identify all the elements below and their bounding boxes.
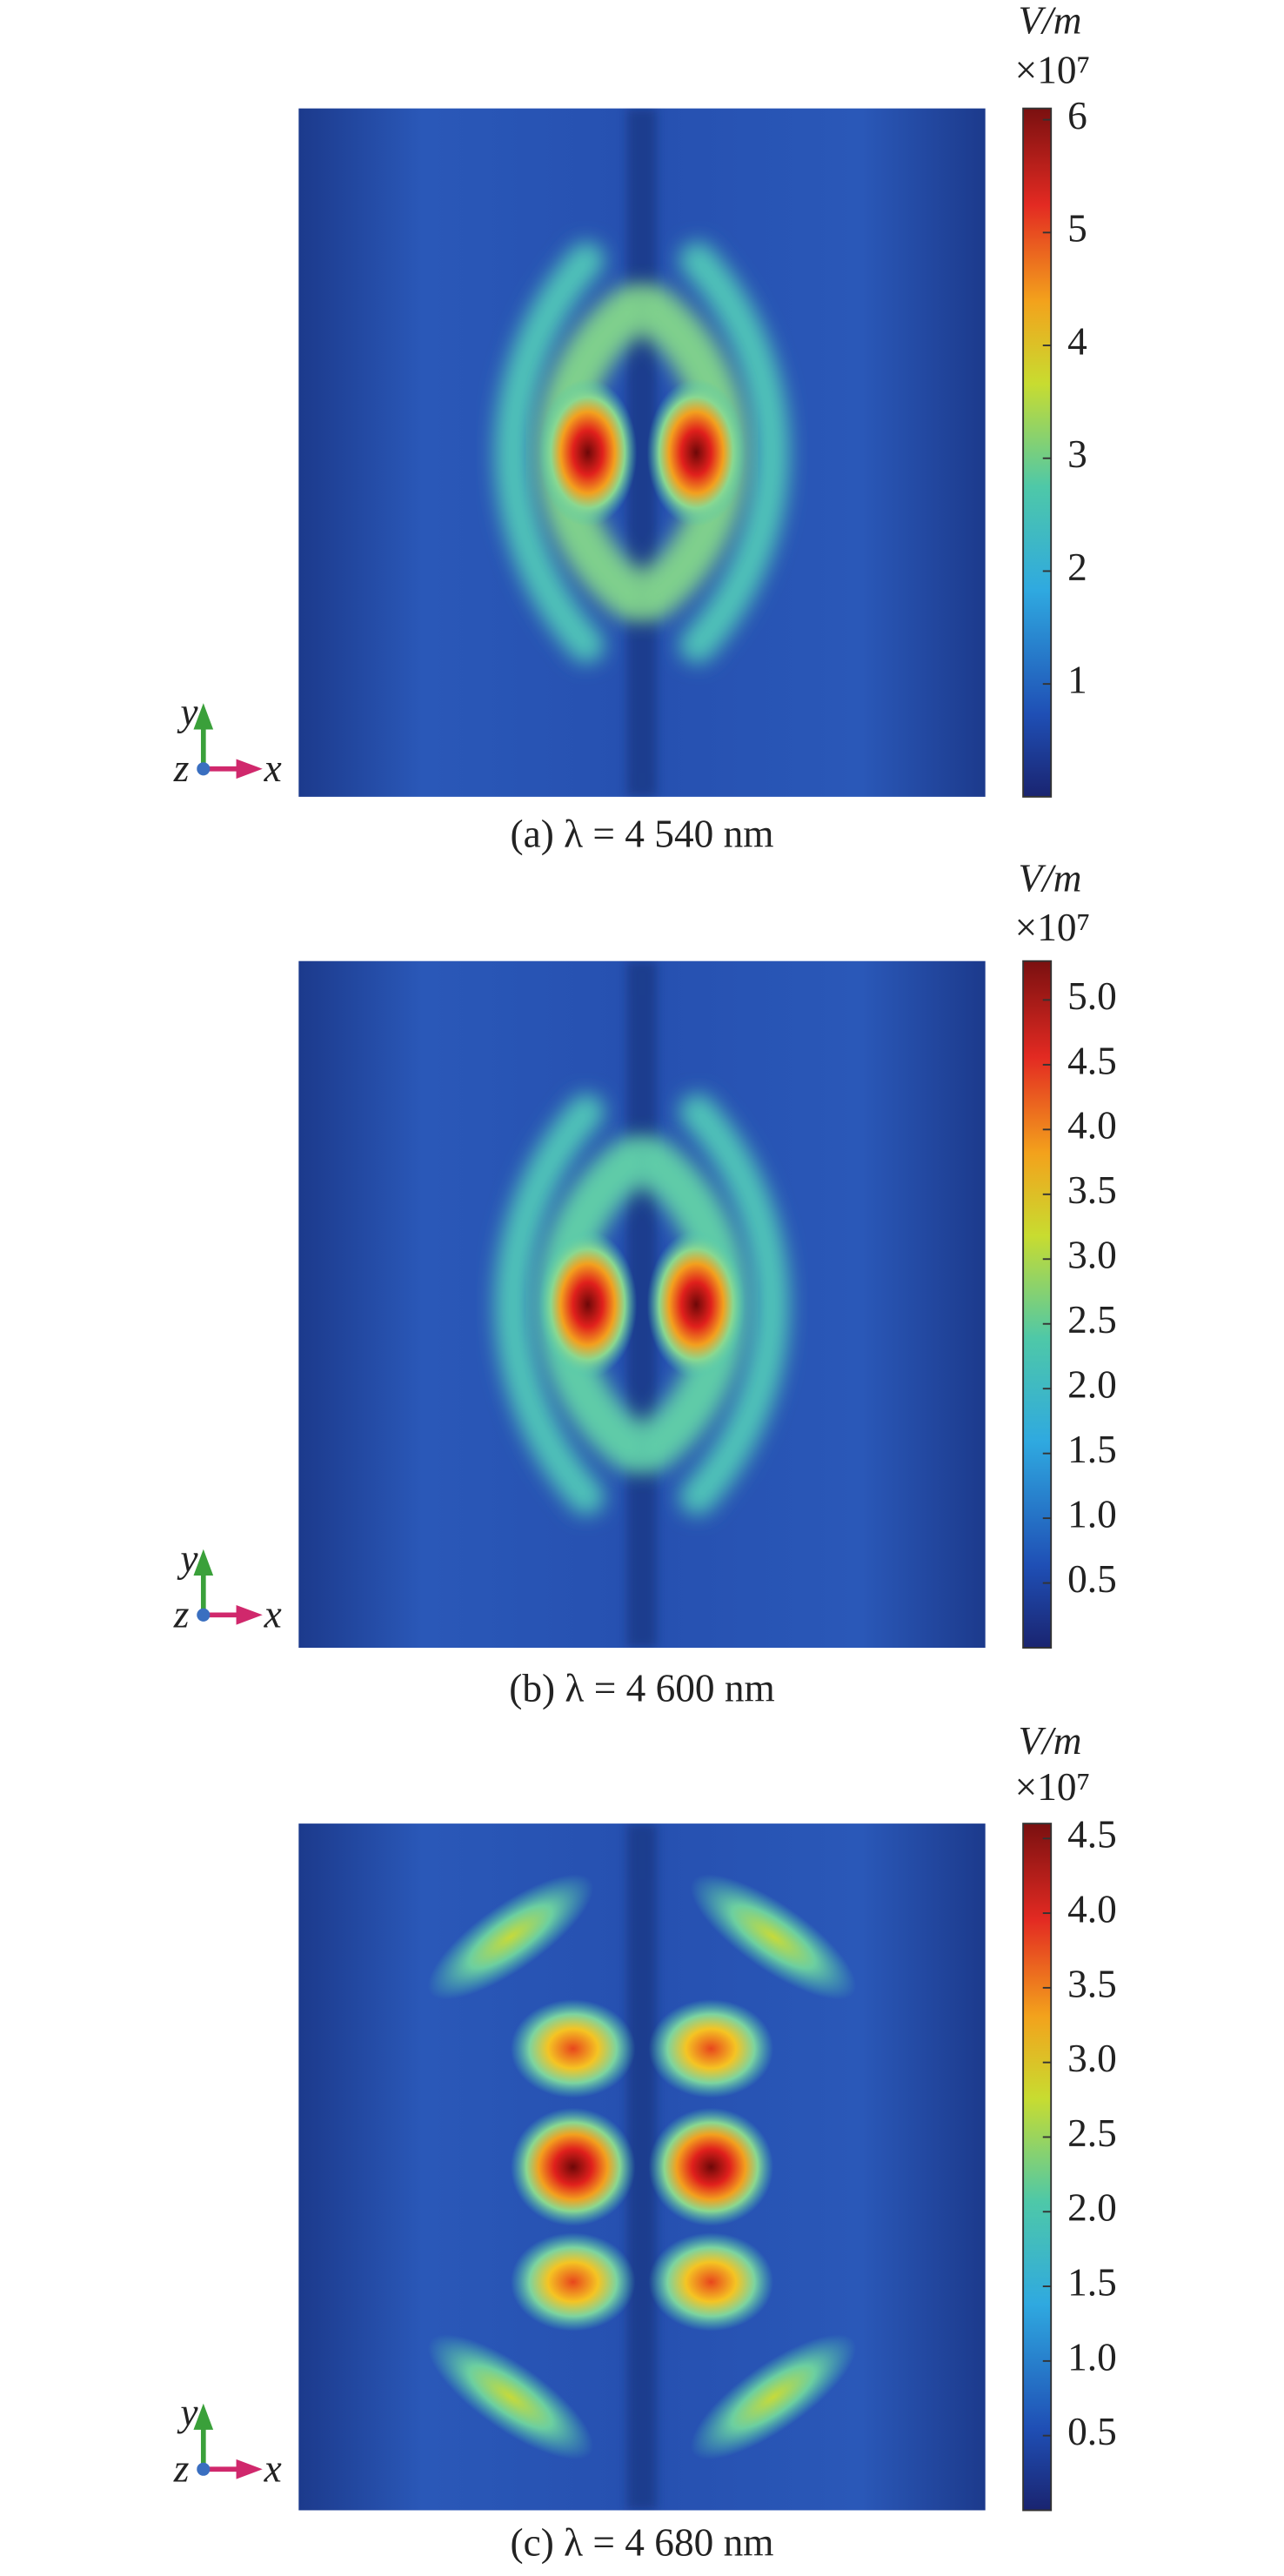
colorbar-tick-label: 2.0: [1067, 2186, 1117, 2230]
field-lobe: [538, 378, 638, 527]
colorbar-scale: ×10⁷: [1015, 906, 1091, 949]
colorbar-tick-label: 2.0: [1067, 1363, 1117, 1407]
colorbar-tick-label: 4.0: [1067, 1104, 1117, 1147]
y-arrow-head: [193, 703, 214, 730]
field-lobe: [538, 1230, 638, 1379]
colorbar-unit: V/m: [1018, 0, 1081, 43]
caption: (b) λ = 4 600 nm: [509, 1666, 775, 1710]
x-arrow-head: [236, 1604, 263, 1625]
colorbar-tick-label: 3.0: [1067, 2037, 1117, 2080]
colorbar-tick-label: 1: [1067, 659, 1087, 702]
field-lobe: [646, 1230, 746, 1379]
z-axis-label: z: [173, 746, 190, 790]
colorbar-tick-label: 4.0: [1067, 1887, 1117, 1930]
field-pattern: [494, 960, 790, 1649]
z-dot: [197, 1608, 211, 1622]
colorbar: [1022, 960, 1053, 1649]
field-map: [298, 960, 986, 1649]
colorbar-tick-label: 1.0: [1067, 1493, 1117, 1536]
x-arrow-head: [236, 2459, 263, 2479]
field-lobe: [648, 2232, 774, 2332]
colorbar-tick-label: 4: [1067, 319, 1087, 363]
colorbar-tick-label: 0.5: [1067, 1557, 1117, 1601]
colorbar-tick-label: 2.5: [1067, 2111, 1117, 2155]
x-arrow-head: [236, 759, 263, 779]
colorbar-tick-label: 3: [1067, 432, 1087, 476]
z-dot: [197, 762, 211, 776]
colorbar-tick-label: 5.0: [1067, 974, 1117, 1018]
field-map: [298, 108, 986, 797]
field-lobe: [510, 2107, 636, 2226]
field-map: [298, 1823, 986, 2511]
colorbar-scale: ×10⁷: [1015, 1765, 1091, 1809]
field-lobe: [648, 2107, 774, 2226]
colorbar-tick-label: 2: [1067, 545, 1087, 589]
colorbar-tick-label: 2.5: [1067, 1298, 1117, 1342]
field-lobe: [510, 2232, 636, 2332]
field-arc: [494, 242, 605, 664]
colorbar-unit: V/m: [1018, 1719, 1081, 1763]
y-axis-label: y: [177, 691, 198, 734]
colorbar-tick-label: 4.5: [1067, 1813, 1117, 1857]
caption: (c) λ = 4 680 nm: [511, 2520, 774, 2564]
colorbar-tick-label: 1.5: [1067, 2260, 1117, 2304]
z-axis-label: z: [173, 2446, 190, 2490]
x-axis-label: x: [264, 746, 282, 790]
field-lobe: [427, 1874, 594, 2000]
field-arc: [679, 242, 790, 664]
y-axis-label: y: [177, 2391, 198, 2434]
y-arrow-head: [193, 1549, 214, 1576]
colorbar-tick-label: 0.5: [1067, 2410, 1117, 2453]
x-axis-label: x: [264, 1592, 282, 1636]
z-dot: [197, 2462, 211, 2476]
field-pattern: [494, 108, 790, 797]
z-axis-label: z: [173, 1592, 190, 1636]
colorbar-tick-label: 5: [1067, 207, 1087, 251]
colorbar-tick-label: 3.5: [1067, 1962, 1117, 2005]
colorbar: [1022, 107, 1053, 798]
caption: (a) λ = 4 540 nm: [511, 812, 774, 855]
colorbar-tick-label: 1.0: [1067, 2335, 1117, 2379]
y-axis-label: y: [177, 1536, 198, 1580]
colorbar-tick-label: 3.0: [1067, 1234, 1117, 1277]
field-lobe: [648, 1999, 774, 2098]
field-lobe: [690, 1874, 857, 2000]
field-pattern: [427, 1823, 857, 2511]
colorbar-tick-label: 4.5: [1067, 1039, 1117, 1082]
colorbar-tick-label: 3.5: [1067, 1168, 1117, 1212]
field-lobe: [690, 2334, 857, 2460]
colorbar-tick-label: 6: [1067, 94, 1087, 137]
field-lobe: [646, 378, 746, 527]
field-arc: [494, 1094, 605, 1515]
x-axis-label: x: [264, 2446, 282, 2490]
colorbar-tick-label: 1.5: [1067, 1428, 1117, 1471]
field-lobe: [427, 2334, 594, 2460]
colorbar-scale: ×10⁷: [1015, 48, 1091, 91]
colorbar: [1022, 1823, 1053, 2512]
colorbar-unit: V/m: [1018, 856, 1081, 900]
field-lobe: [510, 1999, 636, 2098]
field-arc: [679, 1094, 790, 1515]
y-arrow-head: [193, 2403, 214, 2430]
